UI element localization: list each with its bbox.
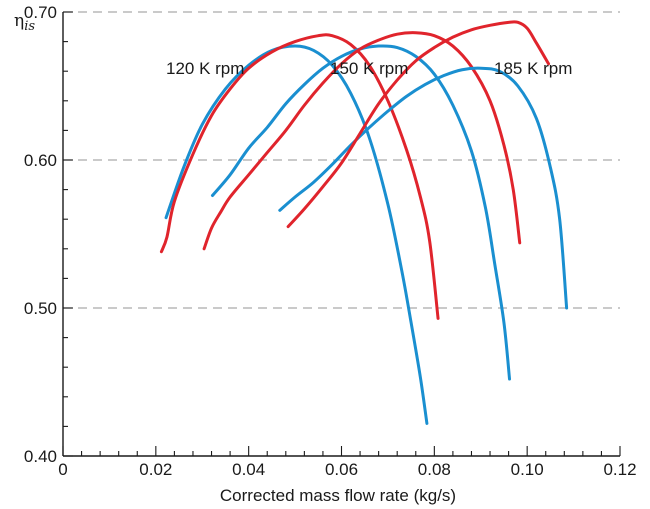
series-lines [159,20,569,425]
gridlines [63,11,620,309]
speed-label-120k: 120 K rpm [166,59,244,78]
x-tick-label: 0.10 [511,460,544,479]
x-tick-label: 0 [58,460,67,479]
x-tick-label: 0.12 [603,460,636,479]
y-axis-title-subscript: is [24,19,35,34]
y-tick-label: 0.70 [24,3,57,22]
ticks [62,11,621,457]
y-tick-label: 0.60 [24,151,57,170]
speed-label-150k: 150 K rpm [330,59,408,78]
series-line-blue-2 [210,44,512,381]
series-line-red-1 [159,33,440,320]
series-line-red-3 [202,31,522,251]
labels: ηis Corrected mass flow rate (kg/s) 120 … [14,3,637,505]
x-axis-title: Corrected mass flow rate (kg/s) [220,486,456,505]
series-line-blue-4 [278,66,569,310]
series-line-blue-0 [164,44,429,425]
speed-label-185k: 185 K rpm [494,59,572,78]
x-tick-label: 0.04 [232,460,265,479]
x-tick-label: 0.06 [325,460,358,479]
y-axis-title: ηis [14,11,35,34]
y-tick-label: 0.40 [24,447,57,466]
x-tick-label: 0.08 [418,460,451,479]
series-line-red-5 [286,20,551,229]
y-tick-label: 0.50 [24,299,57,318]
y-axis-title-main: η [14,11,24,31]
x-tick-label: 0.02 [139,460,172,479]
